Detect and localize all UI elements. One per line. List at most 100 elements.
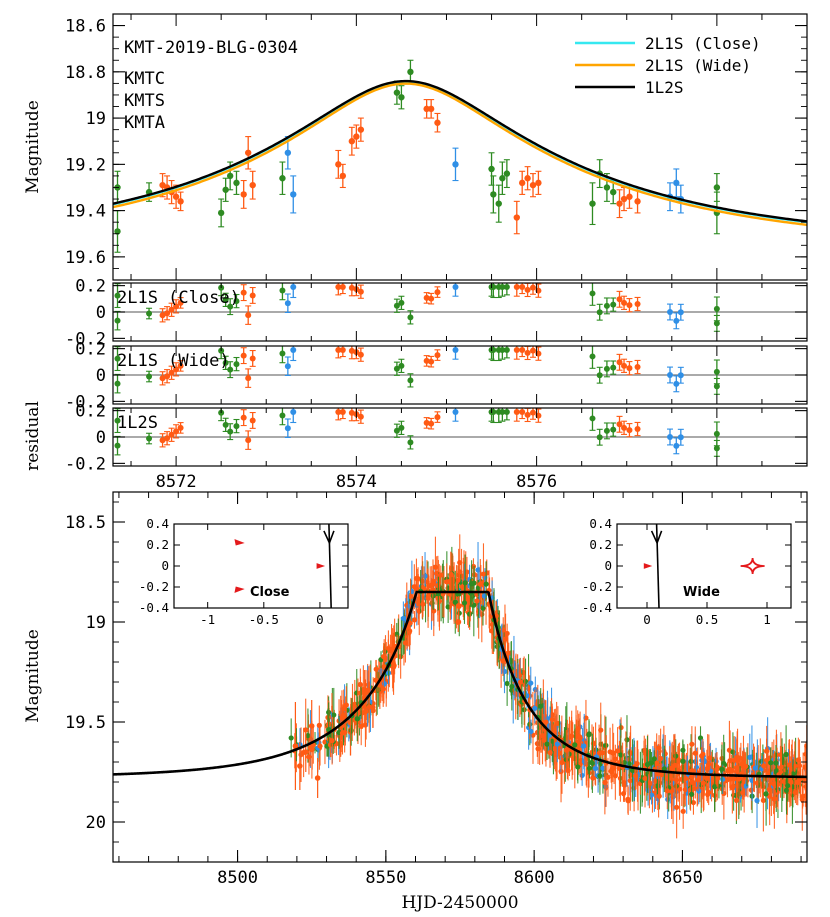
data-point	[620, 195, 628, 203]
data-point	[407, 377, 414, 384]
data-point	[589, 353, 596, 360]
data-point	[603, 365, 610, 372]
data-point	[339, 730, 346, 736]
y-tick-label: 19	[86, 109, 106, 129]
data-point	[245, 437, 252, 444]
data-point	[306, 754, 312, 760]
data-point	[719, 766, 725, 772]
data-point	[423, 419, 430, 426]
data-point	[425, 595, 431, 601]
data-point	[380, 653, 387, 660]
residual-wide-label: 2L1S (Wide)	[117, 351, 230, 371]
data-point	[513, 408, 520, 415]
data-point	[398, 424, 405, 431]
model-curve-wide	[113, 82, 807, 227]
data-point	[114, 228, 121, 235]
data-point	[644, 761, 651, 768]
top-lightcurve-panel: 18.6 18.8 19 19.2 19.4 19.6 KMT-2019-BLG-0304…	[23, 13, 808, 281]
data-point	[559, 759, 565, 766]
data-point	[682, 775, 689, 782]
data-point	[222, 186, 229, 193]
data-point	[173, 303, 180, 310]
data-point	[530, 347, 537, 354]
data-point	[114, 355, 121, 362]
data-point	[245, 375, 252, 382]
data-point	[528, 680, 534, 686]
top-model-curves	[113, 79, 807, 227]
data-point	[700, 751, 706, 757]
data-point	[452, 283, 459, 290]
data-point	[706, 789, 712, 795]
data-point	[469, 581, 475, 587]
data-point	[217, 209, 225, 217]
data-point	[673, 380, 680, 387]
data-point	[519, 408, 526, 415]
data-point	[233, 179, 240, 187]
data-point	[354, 716, 360, 722]
data-point	[592, 765, 598, 772]
inset-y-tick-label: -0.2	[582, 579, 612, 594]
data-point	[572, 742, 578, 748]
legend-kmtc-label: KMTC	[124, 69, 165, 89]
data-point	[499, 283, 506, 290]
data-point	[474, 598, 480, 604]
inset-x-tick-label: -0.5	[249, 612, 279, 627]
data-point	[616, 200, 623, 207]
x-tick-label: 8650	[662, 868, 703, 888]
data-point	[284, 300, 291, 307]
x-tick-label: 8576	[516, 472, 557, 492]
data-point	[596, 372, 603, 379]
data-point	[348, 409, 355, 416]
inset-x-tick-label: 1	[763, 612, 771, 627]
data-point	[411, 584, 417, 590]
data-point	[423, 357, 430, 364]
data-point	[673, 442, 680, 449]
y-tick-label: -0.2	[65, 392, 106, 412]
data-point	[290, 408, 297, 415]
data-point	[543, 719, 549, 725]
data-point	[407, 593, 414, 599]
data-point	[290, 191, 297, 198]
data-point	[577, 735, 583, 741]
data-point	[704, 766, 711, 772]
data-point	[618, 752, 624, 758]
data-point	[348, 284, 355, 291]
data-point	[677, 309, 684, 316]
data-point	[603, 427, 610, 434]
data-point	[331, 712, 337, 718]
data-point	[773, 760, 779, 766]
data-point	[575, 726, 581, 732]
data-point	[432, 564, 439, 570]
data-point	[472, 572, 478, 578]
top-y-axis-title: Magnitude	[23, 100, 43, 194]
data-point	[680, 808, 686, 814]
data-point	[434, 289, 441, 296]
data-point	[222, 421, 229, 428]
data-point	[709, 776, 716, 782]
data-point	[455, 619, 462, 625]
data-point	[667, 308, 674, 315]
source-trajectory	[328, 523, 332, 609]
data-point	[308, 723, 315, 729]
data-point	[783, 787, 790, 794]
data-point	[581, 743, 587, 749]
data-point	[240, 289, 247, 296]
data-point	[475, 585, 481, 591]
data-point	[596, 434, 603, 441]
data-point	[554, 741, 560, 747]
data-point	[398, 299, 405, 306]
data-point	[428, 295, 435, 302]
legend-kmta-label: KMTA	[124, 113, 165, 133]
data-point	[452, 346, 459, 353]
data-point	[736, 776, 742, 782]
data-point	[400, 615, 406, 622]
data-point	[431, 608, 437, 614]
data-point	[499, 175, 506, 182]
data-point	[754, 798, 760, 804]
data-point	[177, 299, 184, 306]
data-point	[752, 765, 758, 771]
data-point	[647, 780, 653, 786]
data-point	[434, 119, 441, 126]
inset-y-tick-label: 0.2	[146, 537, 169, 552]
